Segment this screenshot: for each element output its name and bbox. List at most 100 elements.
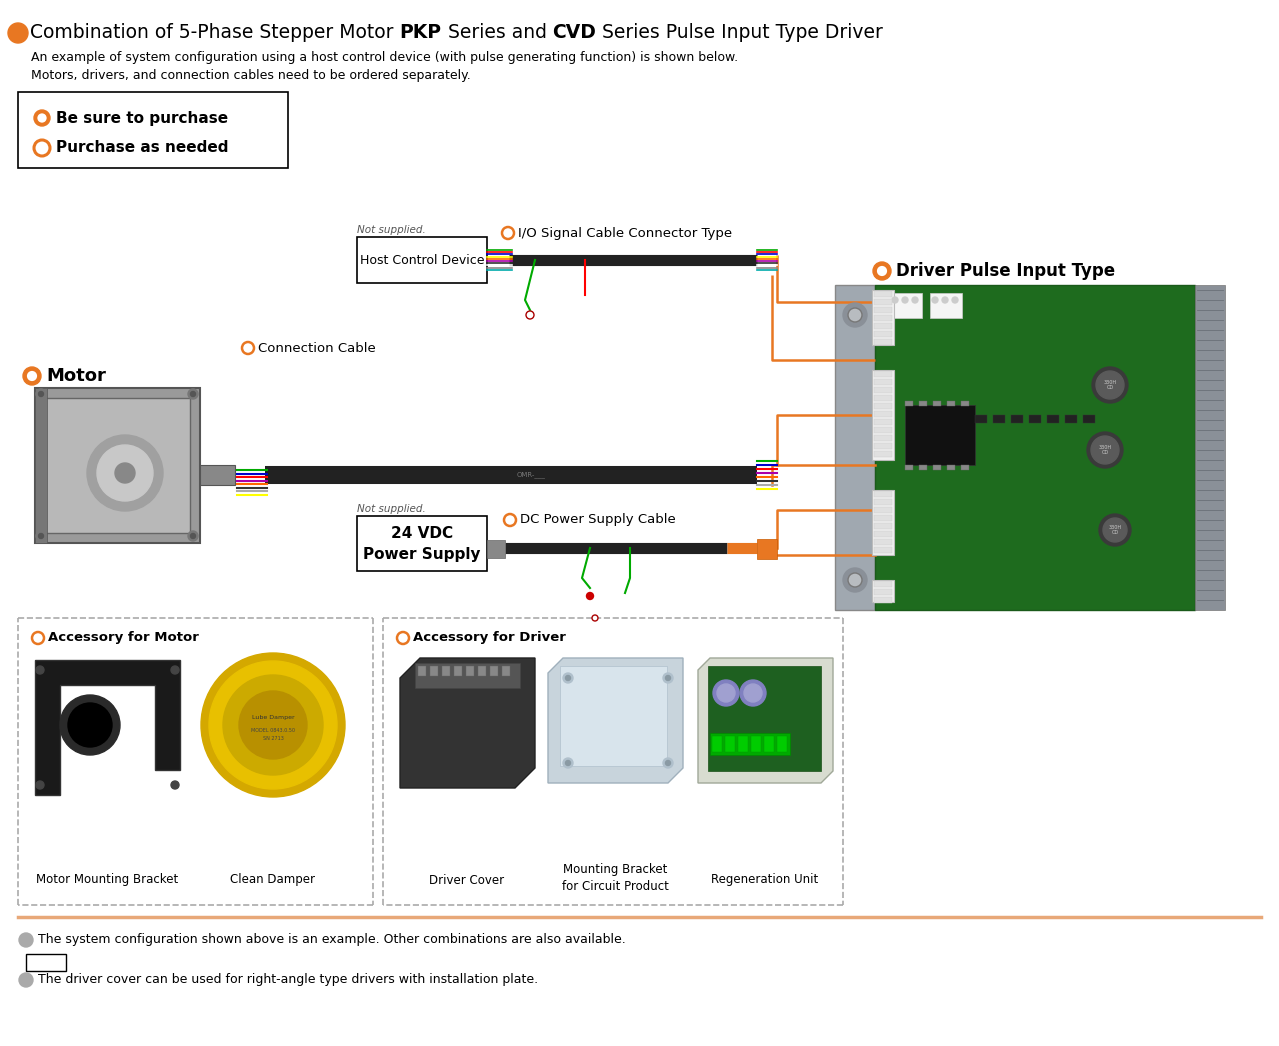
Text: Motors, drivers, and connection cables need to be ordered separately.: Motors, drivers, and connection cables n… xyxy=(31,68,471,82)
Circle shape xyxy=(932,297,938,303)
Circle shape xyxy=(665,676,670,681)
Text: Accessory for Driver: Accessory for Driver xyxy=(413,632,565,644)
FancyBboxPatch shape xyxy=(874,315,891,321)
Circle shape xyxy=(97,445,153,501)
FancyBboxPatch shape xyxy=(1010,415,1023,423)
FancyBboxPatch shape xyxy=(709,666,821,771)
FancyBboxPatch shape xyxy=(874,531,891,537)
FancyBboxPatch shape xyxy=(874,291,891,297)
FancyBboxPatch shape xyxy=(874,299,891,305)
FancyBboxPatch shape xyxy=(430,666,437,676)
FancyBboxPatch shape xyxy=(961,465,969,470)
FancyBboxPatch shape xyxy=(35,388,200,543)
FancyBboxPatch shape xyxy=(874,491,891,497)
FancyBboxPatch shape xyxy=(874,379,891,385)
FancyBboxPatch shape xyxy=(920,401,927,406)
Text: Clean Damper: Clean Damper xyxy=(230,873,316,887)
Text: Power Supply: Power Supply xyxy=(363,546,481,562)
Text: Host Control Device: Host Control Device xyxy=(359,253,485,267)
Circle shape xyxy=(501,227,514,238)
FancyBboxPatch shape xyxy=(874,499,891,505)
FancyBboxPatch shape xyxy=(874,323,891,329)
Circle shape xyxy=(171,666,179,674)
Circle shape xyxy=(565,676,570,681)
FancyBboxPatch shape xyxy=(18,92,288,168)
FancyBboxPatch shape xyxy=(874,411,891,417)
FancyBboxPatch shape xyxy=(874,306,891,313)
FancyBboxPatch shape xyxy=(874,403,891,409)
FancyBboxPatch shape xyxy=(874,547,891,553)
FancyBboxPatch shape xyxy=(872,490,894,555)
FancyBboxPatch shape xyxy=(874,427,891,433)
Circle shape xyxy=(712,680,739,706)
Text: Note: Note xyxy=(33,957,59,968)
FancyBboxPatch shape xyxy=(872,290,894,345)
Circle shape xyxy=(843,303,867,327)
FancyBboxPatch shape xyxy=(710,733,790,755)
FancyBboxPatch shape xyxy=(946,401,955,406)
FancyBboxPatch shape xyxy=(920,465,927,470)
Circle shape xyxy=(32,632,43,644)
Text: Series Pulse Input Type Driver: Series Pulse Input Type Driver xyxy=(596,23,884,43)
FancyBboxPatch shape xyxy=(1030,415,1041,423)
FancyBboxPatch shape xyxy=(778,736,787,752)
Text: Series and: Series and xyxy=(441,23,553,43)
Circle shape xyxy=(877,267,886,275)
Circle shape xyxy=(902,297,908,303)
Circle shape xyxy=(663,673,673,683)
Text: MODEL 0843.0.50: MODEL 0843.0.50 xyxy=(251,728,295,732)
Circle shape xyxy=(848,308,862,322)
FancyBboxPatch shape xyxy=(1195,285,1225,610)
FancyBboxPatch shape xyxy=(1065,415,1077,423)
FancyBboxPatch shape xyxy=(890,293,922,318)
FancyBboxPatch shape xyxy=(875,285,1195,610)
FancyBboxPatch shape xyxy=(874,507,891,513)
FancyBboxPatch shape xyxy=(874,387,891,393)
FancyBboxPatch shape xyxy=(45,397,191,533)
Circle shape xyxy=(843,568,867,592)
Circle shape xyxy=(223,675,324,775)
Text: 330H
CD: 330H CD xyxy=(1104,380,1117,390)
Circle shape xyxy=(1092,367,1128,403)
FancyBboxPatch shape xyxy=(757,539,778,559)
Circle shape xyxy=(943,297,948,303)
Text: CVD: CVD xyxy=(553,23,596,43)
Text: Combination of 5-Phase Stepper Motor: Combination of 5-Phase Stepper Motor xyxy=(29,23,399,43)
Circle shape xyxy=(36,531,46,541)
FancyBboxPatch shape xyxy=(874,539,891,545)
Circle shape xyxy=(1102,518,1127,542)
Text: for Circuit Product: for Circuit Product xyxy=(561,881,669,893)
Polygon shape xyxy=(698,658,833,783)
FancyBboxPatch shape xyxy=(874,435,891,441)
FancyBboxPatch shape xyxy=(906,405,975,465)
FancyBboxPatch shape xyxy=(874,515,891,521)
FancyBboxPatch shape xyxy=(490,666,498,676)
Circle shape xyxy=(28,372,36,380)
Circle shape xyxy=(188,531,198,541)
Circle shape xyxy=(38,114,46,121)
FancyBboxPatch shape xyxy=(26,954,67,971)
Circle shape xyxy=(19,933,33,947)
FancyBboxPatch shape xyxy=(874,581,891,587)
Text: PKP: PKP xyxy=(399,23,441,43)
Circle shape xyxy=(563,673,573,683)
Circle shape xyxy=(526,311,535,319)
FancyBboxPatch shape xyxy=(874,597,891,602)
Circle shape xyxy=(848,573,862,587)
Circle shape xyxy=(587,592,593,599)
Circle shape xyxy=(563,758,573,768)
Text: Motor: Motor xyxy=(46,367,106,385)
Circle shape xyxy=(874,262,891,280)
FancyBboxPatch shape xyxy=(874,589,891,595)
Circle shape xyxy=(191,391,196,396)
Circle shape xyxy=(1091,436,1119,464)
Text: The system configuration shown above is an example. Other combinations are also : The system configuration shown above is … xyxy=(38,933,625,947)
Polygon shape xyxy=(35,660,180,795)
Text: Purchase as needed: Purchase as needed xyxy=(56,140,229,156)
FancyBboxPatch shape xyxy=(560,666,668,766)
FancyBboxPatch shape xyxy=(932,465,941,470)
Circle shape xyxy=(38,391,43,396)
FancyBboxPatch shape xyxy=(906,401,913,406)
FancyBboxPatch shape xyxy=(874,339,891,345)
Circle shape xyxy=(952,297,958,303)
